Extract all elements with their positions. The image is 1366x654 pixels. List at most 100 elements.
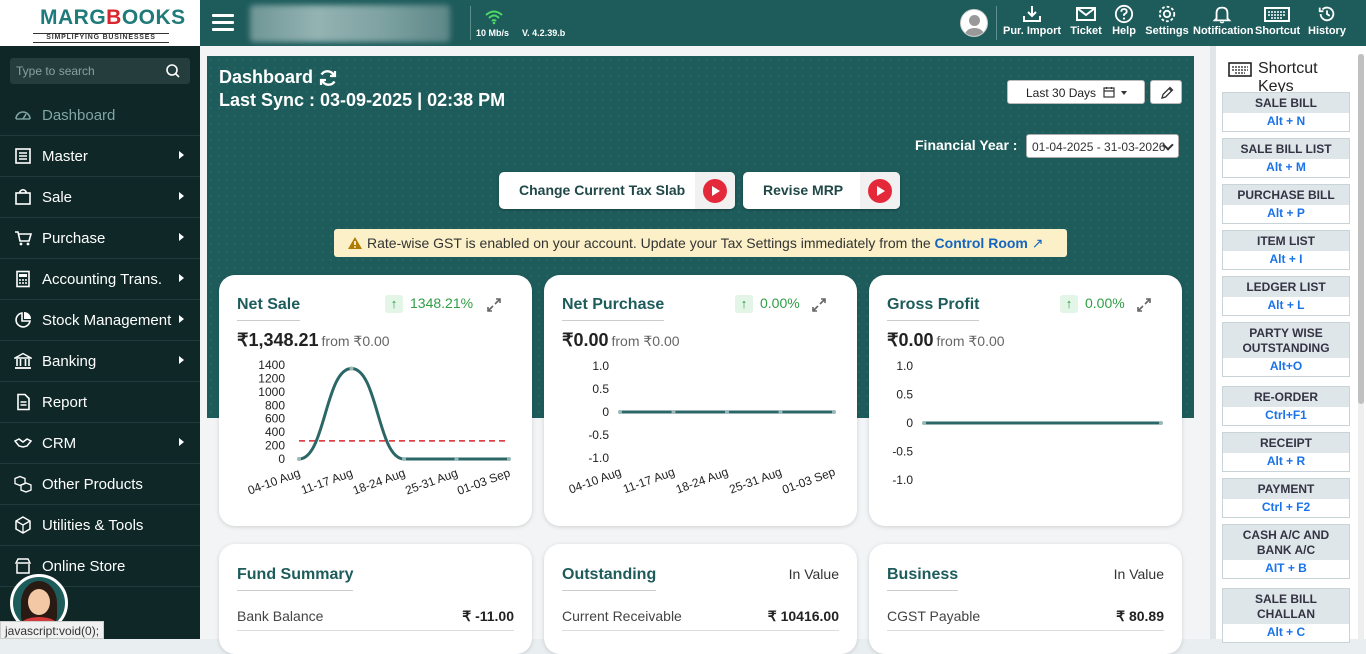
pur-import-button[interactable]: Pur. Import <box>1003 4 1061 44</box>
in-value-label: In Value <box>788 566 839 582</box>
series-line <box>298 366 509 461</box>
y-tick-label: 0 <box>602 405 609 419</box>
chevron-right-icon <box>179 274 184 282</box>
sidebar-item-online-store[interactable]: Online Store <box>0 546 200 587</box>
divider <box>237 630 514 631</box>
arrow-up-icon: ↑ <box>1060 295 1078 313</box>
help-button[interactable]: Help <box>1110 4 1138 44</box>
shortcut-item[interactable]: SALE BILL LIST Alt + M <box>1222 138 1350 178</box>
chevron-right-icon <box>179 192 184 200</box>
shortcut-item[interactable]: PURCHASE BILL Alt + P <box>1222 184 1350 224</box>
search-icon[interactable] <box>165 63 181 79</box>
shortcut-item[interactable]: CASH A/C AND BANK A/C AIT + B <box>1222 524 1350 579</box>
shortcut-key: Alt + L <box>1267 298 1305 312</box>
search-input[interactable] <box>16 63 156 79</box>
shortcut-item[interactable]: SALE BILL CHALLAN Alt + C <box>1222 588 1350 643</box>
expand-icon[interactable] <box>1136 297 1152 313</box>
shortcut-item[interactable]: PARTY WISE OUTSTANDING Alt+O <box>1222 322 1350 377</box>
sidebar-item-banking[interactable]: Banking <box>0 341 200 382</box>
sidebar-item-utilities-tools[interactable]: Utilities & Tools <box>0 505 200 546</box>
shortcut-key: Alt+O <box>1269 359 1303 373</box>
handshake-icon <box>14 438 32 448</box>
gross-profit-card: Gross Profit ↑ 0.00% ₹0.00 from ₹0.00 -1.0… <box>869 275 1182 526</box>
card-title: Fund Summary <box>237 566 354 591</box>
expand-icon[interactable] <box>811 297 827 313</box>
settings-button[interactable]: Settings <box>1145 4 1189 44</box>
date-range-dropdown[interactable]: Last 30 Days <box>1007 80 1145 104</box>
sidebar-item-other-products[interactable]: Other Products <box>0 464 200 505</box>
shortcut-item[interactable]: LEDGER LIST Alt + L <box>1222 276 1350 316</box>
sidebar-item-purchase[interactable]: Purchase <box>0 218 200 259</box>
user-avatar[interactable] <box>960 9 988 37</box>
control-room-link[interactable]: Control Room ↗ <box>934 235 1044 251</box>
expand-icon[interactable] <box>486 297 502 313</box>
shortcut-item[interactable]: ITEM LIST Alt + I <box>1222 230 1350 270</box>
shortcut-name: PARTY WISE OUTSTANDING <box>1223 323 1349 358</box>
play-icon <box>868 179 892 203</box>
shortcut-item[interactable]: RECEIPT Alt + R <box>1222 432 1350 472</box>
sidebar-item-accounting-trans[interactable]: Accounting Trans. <box>0 259 200 300</box>
y-tick-label: 600 <box>265 412 285 426</box>
mail-icon <box>1076 7 1096 21</box>
business-card: Business In Value CGST Payable ₹ 80.89 <box>869 544 1182 654</box>
shortcut-key: Alt + I <box>1269 252 1303 266</box>
hamburger-menu-icon[interactable] <box>212 14 234 32</box>
shortcut-button[interactable]: Shortcut <box>1255 4 1300 44</box>
keyboard-icon <box>1264 7 1290 22</box>
sidebar-item-sale[interactable]: Sale <box>0 177 200 218</box>
main-scrollbar[interactable] <box>1210 46 1216 639</box>
sidebar-item-stock-management[interactable]: Stock Management <box>0 300 200 341</box>
x-tick-label: 18-24 Aug <box>674 465 730 497</box>
notification-button[interactable]: Notification <box>1193 4 1254 44</box>
change-tax-slab-button[interactable]: Change Current Tax Slab <box>499 172 735 209</box>
x-tick-label: 11-17 Aug <box>299 466 354 498</box>
last-sync-text: Last Sync : 03-09-2025 | 02:38 PM <box>219 90 506 110</box>
revise-mrp-button[interactable]: Revise MRP <box>743 172 900 209</box>
y-tick-label: 0.5 <box>592 382 609 396</box>
shortcut-item[interactable]: PAYMENT Ctrl + F2 <box>1222 478 1350 518</box>
shortcut-item[interactable]: RE-ORDER Ctrl+F1 <box>1222 386 1350 426</box>
shortcut-name: ITEM LIST <box>1223 231 1349 251</box>
sidebar-item-report[interactable]: Report <box>0 382 200 423</box>
gear-icon <box>1158 5 1176 23</box>
chevron-right-icon <box>179 233 184 241</box>
data-point <box>832 410 836 414</box>
shortcut-item[interactable]: SALE BILL Alt + N <box>1222 92 1350 132</box>
y-tick-label: 1200 <box>258 371 285 385</box>
row-label: Current Receivable <box>562 608 682 624</box>
download-icon <box>1023 6 1041 22</box>
shortcut-name: SALE BILL <box>1223 93 1349 113</box>
data-point <box>454 457 459 461</box>
x-tick-label: 25-31 Aug <box>403 466 459 498</box>
edit-dashboard-button[interactable] <box>1150 80 1182 104</box>
shortcut-scrollbar[interactable] <box>1358 54 1364 639</box>
financial-year-select[interactable]: 01-04-2025 - 31-03-2026 <box>1026 134 1179 158</box>
chevron-right-icon <box>179 438 184 446</box>
shortcut-name: LEDGER LIST <box>1223 277 1349 297</box>
sidebar-search <box>10 58 190 84</box>
data-point <box>671 410 676 414</box>
sync-icon[interactable] <box>318 68 338 88</box>
sidebar-item-master[interactable]: Master <box>0 136 200 177</box>
x-tick-label: 01-03 Sep <box>780 465 837 497</box>
arrow-up-icon: ↑ <box>735 295 753 313</box>
sidebar-item-dashboard[interactable]: Dashboard <box>0 95 200 136</box>
gst-warning-banner: Rate-wise GST is enabled on your account… <box>334 229 1067 257</box>
y-tick-label: 200 <box>265 439 285 453</box>
data-point <box>725 410 729 414</box>
history-button[interactable]: History <box>1307 4 1347 44</box>
sidebar-item-crm[interactable]: CRM <box>0 423 200 464</box>
shortcut-header: Shortcut Keys <box>1216 54 1356 95</box>
pencil-icon <box>1161 86 1174 99</box>
help-icon <box>1114 4 1134 24</box>
shortcut-name: RE-ORDER <box>1223 387 1349 407</box>
calculator-icon <box>16 270 30 288</box>
card-title: Net Sale <box>237 296 301 321</box>
ticket-button[interactable]: Ticket <box>1068 4 1104 44</box>
y-tick-label: -0.5 <box>892 445 913 459</box>
data-point <box>618 410 622 414</box>
logo[interactable]: MARGBOOKS SIMPLIFYING BUSINESSES <box>0 0 200 46</box>
y-tick-label: -1.0 <box>588 451 609 465</box>
app-version: V. 4.2.39.b <box>522 28 566 38</box>
scrollbar-thumb[interactable] <box>1358 54 1364 404</box>
